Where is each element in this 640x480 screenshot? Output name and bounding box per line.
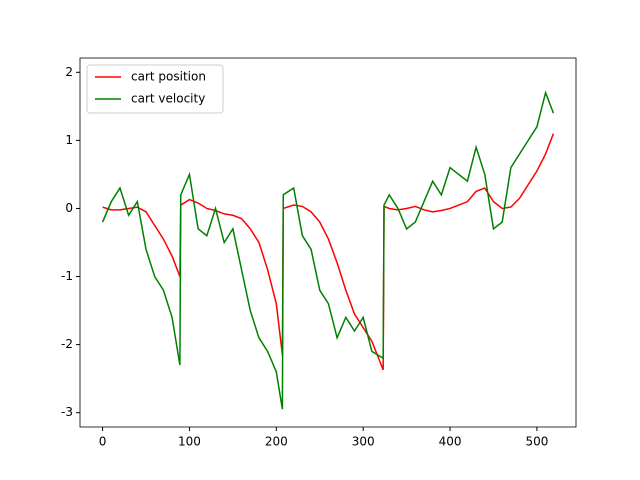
x-tick-label: 500 — [525, 435, 548, 449]
x-tick-label: 0 — [99, 435, 107, 449]
x-tick-label: 300 — [352, 435, 375, 449]
y-tick-label: -3 — [61, 405, 73, 419]
plot-frame — [79, 57, 577, 428]
x-tick-label: 400 — [439, 435, 462, 449]
y-tick-label: 2 — [65, 65, 73, 79]
y-tick-label: 1 — [65, 133, 73, 147]
data-line — [102, 133, 555, 371]
data-line — [101, 90, 555, 410]
x-tick-label: 100 — [178, 435, 201, 449]
y-tick-label: -2 — [61, 337, 73, 351]
legend-label: cart position — [131, 70, 206, 84]
x-tick-label: 200 — [265, 435, 288, 449]
y-tick-label: 0 — [65, 201, 73, 215]
legend: cart position cart velocity — [86, 64, 224, 114]
y-tick-label: -1 — [61, 269, 73, 283]
legend-label: cart velocity — [131, 92, 205, 106]
